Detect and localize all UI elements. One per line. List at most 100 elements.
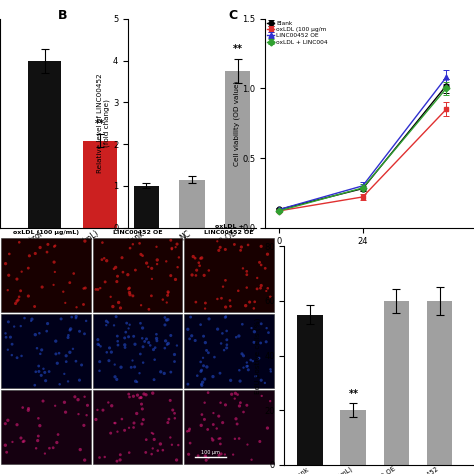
- Point: [217, 340, 225, 347]
- Point: [219, 419, 227, 427]
- Point: [4, 346, 12, 354]
- Point: [148, 264, 155, 272]
- Point: [1, 441, 9, 449]
- Point: [163, 257, 170, 265]
- Bar: [28, 61, 61, 228]
- Point: [168, 245, 176, 252]
- Point: [197, 368, 205, 375]
- X-axis label: Time: Time: [359, 246, 380, 255]
- Point: [57, 315, 65, 323]
- Point: [195, 259, 202, 266]
- Point: [119, 268, 127, 276]
- Point: [198, 381, 205, 388]
- Point: [250, 338, 258, 346]
- Point: [136, 394, 144, 402]
- Point: [185, 427, 193, 435]
- Point: [98, 256, 106, 264]
- Point: [238, 350, 246, 357]
- Point: [51, 268, 59, 276]
- Point: [192, 272, 200, 279]
- Point: [102, 318, 110, 325]
- Point: [17, 322, 25, 330]
- Point: [4, 286, 11, 294]
- Point: [186, 335, 193, 343]
- Point: [167, 332, 174, 339]
- Point: [129, 240, 137, 248]
- Point: [183, 428, 191, 435]
- Point: [25, 407, 32, 414]
- Point: [126, 393, 133, 401]
- Point: [159, 447, 167, 454]
- Point: [263, 338, 270, 346]
- Point: [173, 342, 181, 349]
- Point: [217, 435, 224, 442]
- Point: [149, 445, 156, 452]
- Point: [235, 332, 243, 340]
- Point: [164, 341, 171, 348]
- Point: [94, 340, 102, 348]
- Bar: [427, 301, 453, 465]
- Point: [258, 392, 265, 400]
- Point: [163, 316, 170, 324]
- Point: [201, 452, 209, 460]
- Point: [149, 430, 157, 438]
- Point: [38, 346, 46, 354]
- Point: [261, 379, 269, 387]
- Point: [76, 376, 83, 384]
- Point: [243, 401, 251, 409]
- Point: [138, 420, 146, 428]
- Point: [162, 337, 169, 345]
- Point: [51, 243, 58, 250]
- Point: [94, 406, 101, 414]
- Point: [153, 335, 160, 342]
- Point: [83, 411, 91, 419]
- Point: [44, 241, 52, 248]
- Point: [243, 363, 251, 370]
- Point: [219, 283, 227, 291]
- Point: [129, 292, 137, 300]
- Point: [186, 439, 194, 447]
- Point: [198, 366, 205, 374]
- Point: [94, 336, 101, 344]
- Point: [164, 289, 172, 297]
- Point: [105, 399, 112, 406]
- Point: [5, 318, 12, 326]
- Point: [13, 354, 21, 362]
- Point: [35, 415, 42, 422]
- Point: [171, 351, 178, 358]
- Text: C: C: [228, 9, 237, 21]
- Point: [115, 299, 122, 306]
- Point: [166, 397, 174, 404]
- Point: [150, 346, 157, 354]
- Point: [13, 297, 21, 305]
- Point: [129, 392, 137, 400]
- Point: [255, 355, 263, 362]
- Point: [2, 333, 10, 341]
- Point: [163, 299, 171, 306]
- Point: [197, 358, 204, 365]
- Point: [244, 362, 251, 370]
- Point: [204, 389, 212, 396]
- Point: [137, 394, 145, 401]
- Point: [174, 264, 182, 271]
- Point: [205, 315, 213, 323]
- Point: [12, 300, 19, 307]
- Point: [27, 317, 35, 325]
- Point: [262, 264, 269, 272]
- Point: [5, 272, 12, 279]
- Point: [110, 321, 118, 329]
- Point: [78, 361, 85, 369]
- Point: [41, 450, 49, 457]
- Point: [64, 334, 72, 341]
- Point: [75, 410, 82, 418]
- Point: [194, 452, 202, 460]
- Point: [247, 356, 255, 364]
- Point: [63, 352, 70, 360]
- Point: [167, 237, 174, 244]
- Point: [222, 401, 229, 409]
- Point: [32, 445, 40, 452]
- Point: [244, 441, 251, 448]
- Point: [220, 346, 228, 354]
- Point: [151, 344, 159, 351]
- Point: [223, 336, 231, 344]
